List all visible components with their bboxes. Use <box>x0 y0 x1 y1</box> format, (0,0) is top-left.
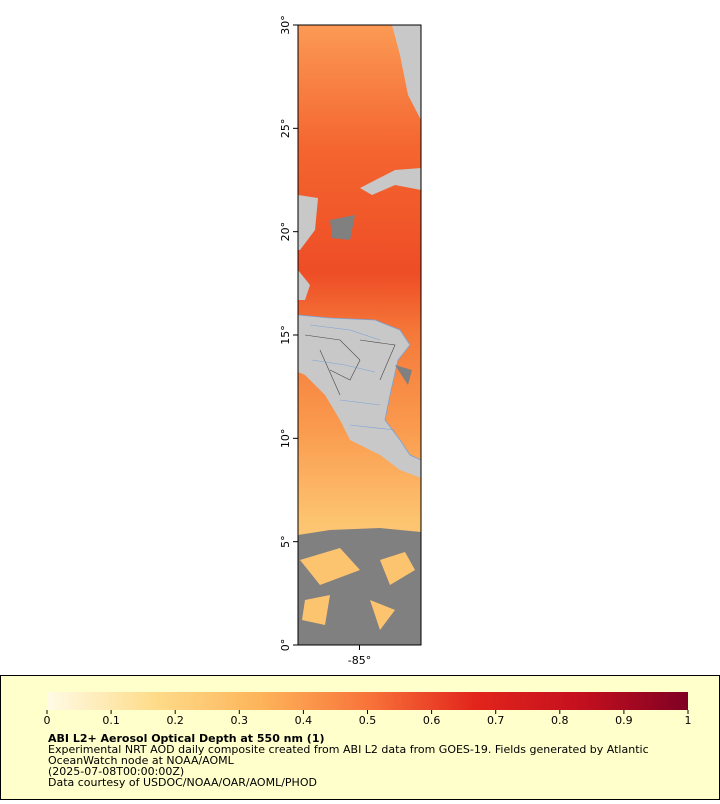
colorbar-tick-label: 0.5 <box>359 714 377 727</box>
colorbar-tick-label: 0.6 <box>423 714 441 727</box>
colorbar-tick-label: 0.8 <box>551 714 569 727</box>
colorbar-tick-label: 0.2 <box>166 714 184 727</box>
colorbar-axis: 0 0.1 0.2 0.3 0.4 0.5 0.6 0.7 0.8 0.9 1 <box>44 710 692 727</box>
caption-line: Experimental NRT AOD daily composite cre… <box>48 743 649 756</box>
caption-line: OceanWatch node at NOAA/AOML <box>48 754 235 767</box>
colorbar-tick-label: 0.9 <box>615 714 633 727</box>
colorbar-tick-label: 0.4 <box>295 714 313 727</box>
caption-line: (2025-07-08T00:00:00Z) <box>48 765 184 778</box>
colorbar <box>47 692 688 710</box>
x-tick-label: -85° <box>348 654 371 667</box>
y-tick-label: 20° <box>279 222 292 242</box>
caption-line: Data courtesy of USDOC/NOAA/OAR/AOML/PHO… <box>48 776 317 789</box>
colorbar-tick-label: 1 <box>685 714 692 727</box>
title: ABI L2+ Aerosol Optical Depth at 550 nm … <box>48 732 325 745</box>
y-tick-label: 25° <box>279 119 292 139</box>
y-tick-label: 30° <box>279 15 292 35</box>
y-tick-label: 10° <box>279 429 292 449</box>
map-image <box>298 25 421 645</box>
axes: 0° 5° 10° 15° 20° 25° 30° -85° <box>279 15 371 667</box>
colorbar-tick-label: 0.1 <box>102 714 120 727</box>
y-tick-label: 15° <box>279 325 292 345</box>
y-tick-label: 5° <box>279 535 292 548</box>
colorbar-tick-label: 0 <box>44 714 51 727</box>
colorbar-tick-label: 0.3 <box>231 714 249 727</box>
colorbar-tick-label: 0.7 <box>487 714 505 727</box>
y-tick-label: 0° <box>279 639 292 652</box>
